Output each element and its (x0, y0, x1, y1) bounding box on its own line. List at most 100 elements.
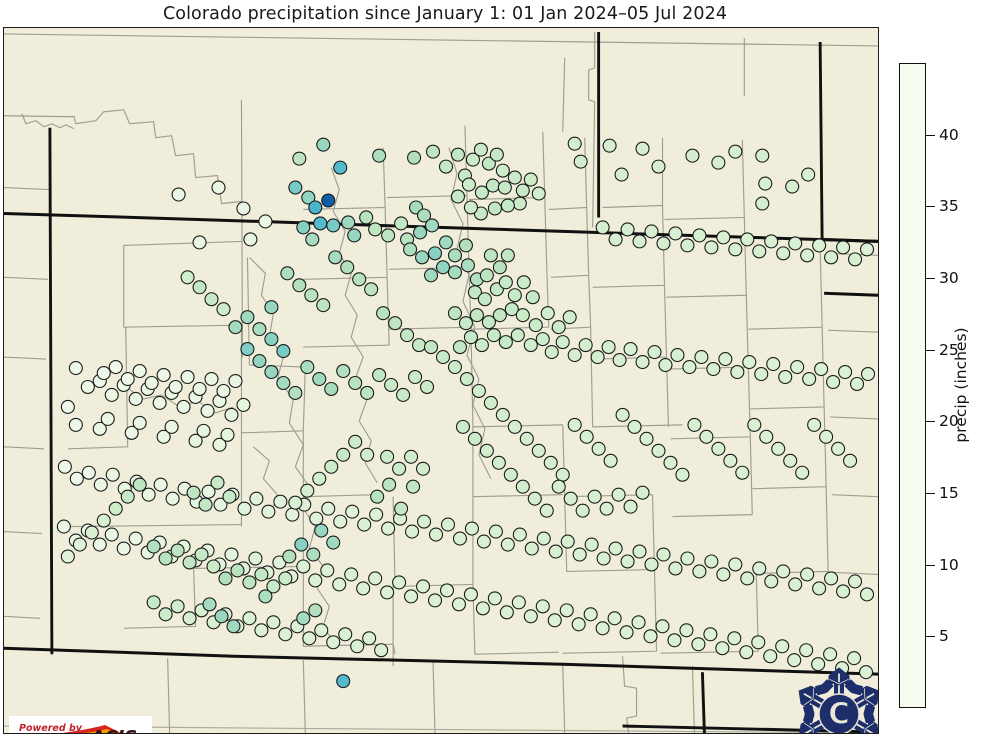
station-marker[interactable] (814, 362, 829, 377)
station-marker[interactable] (336, 363, 351, 379)
station-marker[interactable] (394, 216, 409, 231)
station-marker[interactable] (392, 575, 407, 590)
station-marker[interactable] (413, 225, 428, 240)
station-marker[interactable] (321, 193, 336, 208)
station-marker[interactable] (555, 335, 570, 350)
station-marker[interactable] (258, 214, 273, 229)
station-marker[interactable] (479, 268, 494, 283)
station-marker[interactable] (483, 395, 498, 410)
station-marker[interactable] (324, 459, 339, 474)
station-marker[interactable] (132, 415, 147, 430)
station-marker[interactable] (194, 547, 209, 562)
station-marker[interactable] (324, 381, 339, 397)
station-marker[interactable] (423, 268, 439, 283)
station-marker[interactable] (405, 524, 420, 539)
station-marker[interactable] (763, 649, 778, 664)
station-marker[interactable] (452, 531, 467, 546)
station-marker[interactable] (68, 417, 83, 432)
station-marker[interactable] (248, 551, 263, 566)
station-marker[interactable] (739, 645, 754, 660)
station-marker[interactable] (252, 322, 267, 337)
station-marker[interactable] (788, 236, 803, 251)
station-marker[interactable] (812, 581, 827, 596)
station-marker[interactable] (668, 226, 683, 241)
station-marker[interactable] (752, 244, 767, 259)
station-marker[interactable] (237, 501, 252, 516)
station-marker[interactable] (859, 242, 875, 257)
station-marker[interactable] (500, 537, 515, 552)
station-marker[interactable] (394, 501, 409, 516)
station-marker[interactable] (507, 288, 522, 303)
station-marker[interactable] (740, 232, 755, 247)
station-marker[interactable] (515, 183, 530, 198)
station-marker[interactable] (276, 344, 291, 359)
station-marker[interactable] (680, 551, 695, 566)
station-marker[interactable] (304, 288, 319, 303)
station-marker[interactable] (347, 228, 362, 243)
station-marker[interactable] (562, 310, 577, 325)
station-marker[interactable] (306, 547, 321, 562)
station-marker[interactable] (704, 554, 719, 569)
station-marker[interactable] (723, 453, 738, 468)
station-marker[interactable] (612, 353, 627, 368)
station-marker[interactable] (294, 537, 309, 552)
station-marker[interactable] (321, 501, 336, 516)
station-marker[interactable] (438, 235, 454, 250)
station-marker[interactable] (836, 584, 851, 599)
station-marker[interactable] (759, 429, 774, 444)
station-marker[interactable] (180, 369, 195, 385)
station-marker[interactable] (635, 355, 650, 370)
station-marker[interactable] (507, 419, 522, 434)
station-marker[interactable] (608, 541, 623, 556)
station-marker[interactable] (404, 449, 419, 464)
station-marker[interactable] (357, 517, 372, 532)
station-marker[interactable] (314, 623, 329, 638)
station-marker[interactable] (240, 342, 255, 357)
station-marker[interactable] (144, 375, 159, 391)
station-marker[interactable] (196, 423, 211, 438)
station-marker[interactable] (510, 328, 525, 343)
colorbar[interactable]: 5 10 15 20 25 30 35 40 precip (inches) (899, 60, 982, 710)
station-marker[interactable] (788, 577, 803, 592)
station-marker[interactable] (679, 623, 694, 638)
station-marker[interactable] (224, 407, 239, 422)
station-marker[interactable] (204, 292, 219, 307)
station-marker[interactable] (326, 535, 341, 550)
station-marker[interactable] (447, 248, 463, 263)
station-marker[interactable] (515, 479, 530, 494)
station-marker[interactable] (728, 242, 743, 257)
station-marker[interactable] (632, 544, 647, 559)
station-marker[interactable] (531, 186, 546, 201)
station-marker[interactable] (473, 142, 488, 157)
station-marker[interactable] (108, 360, 123, 375)
station-marker[interactable] (507, 170, 522, 185)
station-marker[interactable] (313, 216, 328, 231)
station-marker[interactable] (590, 350, 605, 365)
station-marker[interactable] (360, 385, 375, 400)
station-marker[interactable] (341, 215, 356, 230)
station-marker[interactable] (651, 443, 666, 458)
station-marker[interactable] (380, 585, 395, 600)
station-marker[interactable] (459, 371, 474, 387)
station-marker[interactable] (682, 360, 697, 375)
station-marker[interactable] (450, 189, 465, 204)
station-marker[interactable] (292, 278, 307, 293)
station-marker[interactable] (848, 574, 863, 589)
station-marker[interactable] (180, 270, 195, 285)
station-marker[interactable] (790, 360, 805, 375)
station-marker[interactable] (775, 639, 790, 654)
station-marker[interactable] (716, 230, 731, 245)
station-marker[interactable] (718, 352, 733, 367)
station-marker[interactable] (691, 637, 706, 652)
station-marker[interactable] (778, 369, 793, 385)
station-marker[interactable] (369, 507, 384, 522)
station-marker[interactable] (356, 581, 371, 596)
station-marker[interactable] (692, 564, 707, 579)
station-marker[interactable] (572, 547, 587, 562)
station-marker[interactable] (544, 345, 559, 360)
station-marker[interactable] (536, 531, 551, 546)
station-marker[interactable] (458, 238, 473, 253)
station-marker[interactable] (320, 563, 335, 578)
station-marker[interactable] (802, 371, 817, 387)
station-marker[interactable] (372, 367, 387, 383)
